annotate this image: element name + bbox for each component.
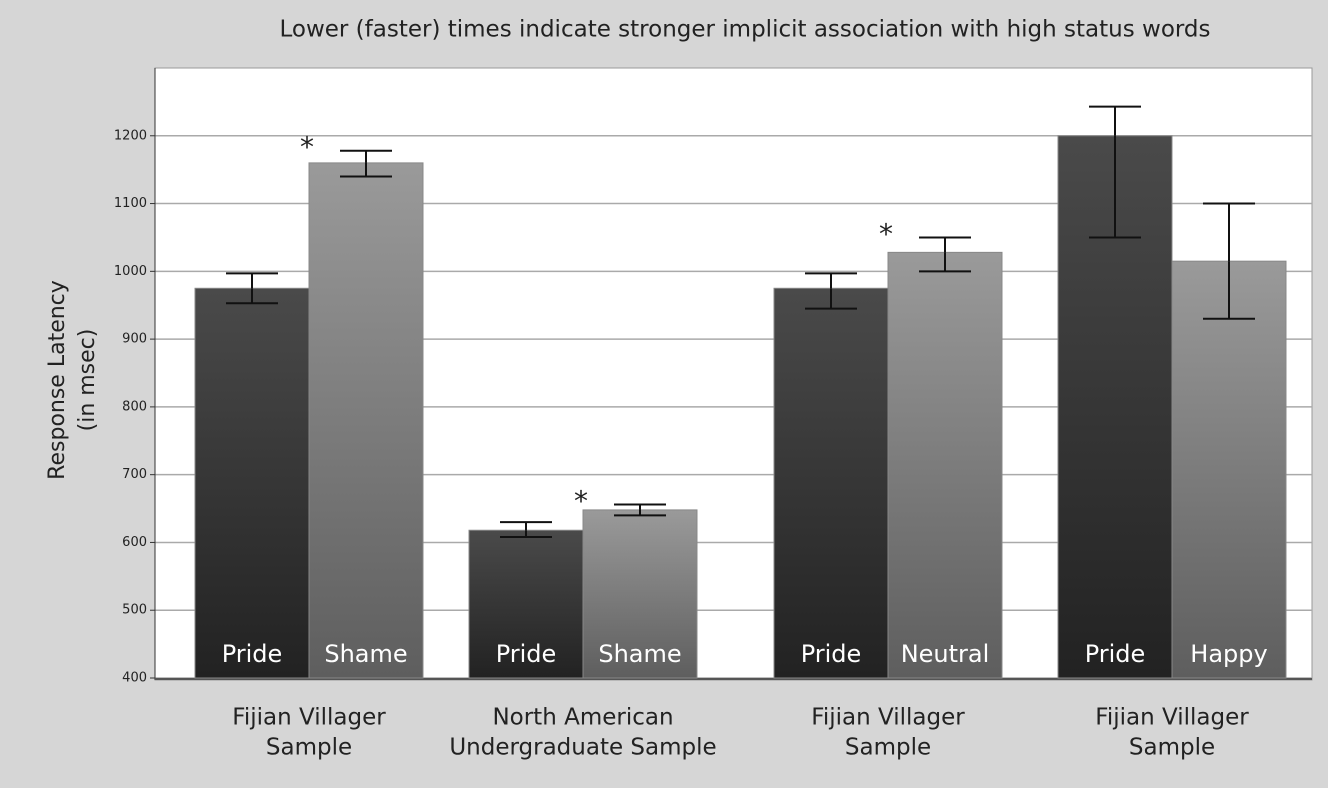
- chart-title: Lower (faster) times indicate stronger i…: [279, 17, 1210, 43]
- y-tick-label: 1200: [114, 128, 147, 143]
- x-tick-label: North American: [492, 705, 673, 731]
- bar-label: Shame: [324, 640, 407, 668]
- bar: [308, 162, 424, 679]
- x-tick-label: Fijian Villager: [1095, 705, 1249, 731]
- y-tick-label: 900: [122, 332, 147, 347]
- y-tick-label: 1100: [114, 196, 147, 211]
- x-tick-label: Sample: [845, 735, 931, 761]
- y-tick-label: 600: [122, 535, 147, 550]
- y-tick-label: 400: [122, 671, 147, 686]
- y-tick-label: 1000: [114, 264, 147, 279]
- x-tick-label: Fijian Villager: [811, 705, 965, 731]
- bar-label: Happy: [1190, 640, 1267, 668]
- bar-label: Pride: [1085, 640, 1146, 668]
- y-axis-label: Response Latency: [45, 280, 70, 480]
- bar: [582, 509, 698, 679]
- x-tick-label: Sample: [266, 735, 352, 761]
- bar-label: Pride: [801, 640, 862, 668]
- y-axis-label: (in msec): [75, 329, 100, 432]
- x-tick-label: Sample: [1129, 735, 1215, 761]
- bar-label: Shame: [598, 640, 681, 668]
- bar: [1171, 260, 1287, 679]
- bar-label: Pride: [222, 640, 283, 668]
- bar: [773, 287, 889, 679]
- significance-marker: *: [574, 484, 588, 517]
- x-tick-label: Undergraduate Sample: [449, 735, 716, 761]
- bar: [468, 529, 584, 679]
- bar: [194, 287, 310, 679]
- significance-marker: *: [300, 131, 314, 164]
- bar-label: Neutral: [901, 640, 990, 668]
- y-tick-label: 500: [122, 603, 147, 618]
- bar-label: Pride: [496, 640, 557, 668]
- y-tick-label: 800: [122, 399, 147, 414]
- bar: [887, 251, 1003, 679]
- x-tick-label: Fijian Villager: [232, 705, 386, 731]
- significance-marker: *: [879, 217, 893, 250]
- y-tick-label: 700: [122, 467, 147, 482]
